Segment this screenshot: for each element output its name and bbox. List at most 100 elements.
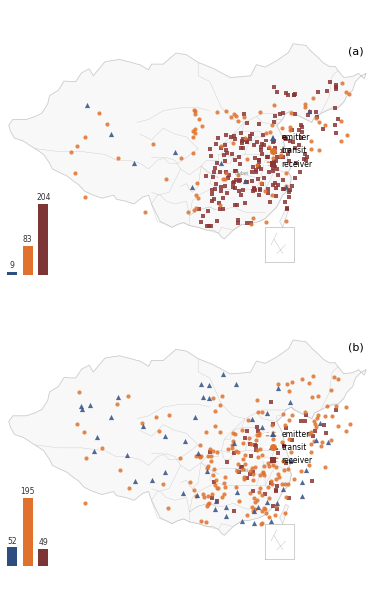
Point [209, 196, 215, 206]
Point [296, 140, 302, 150]
Point [239, 438, 245, 448]
Point [237, 175, 243, 185]
Point [253, 165, 259, 175]
Point [239, 185, 245, 195]
Point [258, 178, 264, 188]
Point [228, 113, 234, 122]
Point [291, 90, 297, 99]
Point [231, 109, 236, 119]
Point [269, 420, 275, 430]
Point [156, 426, 162, 436]
Point [267, 128, 273, 137]
Point [261, 461, 267, 471]
Point [310, 371, 316, 381]
Point [287, 136, 293, 145]
Point [270, 137, 276, 147]
Point [257, 469, 263, 479]
Point [304, 152, 310, 162]
Point [223, 511, 229, 521]
Point [263, 508, 269, 518]
Point [273, 501, 279, 511]
Point [242, 460, 248, 469]
Point [323, 428, 329, 437]
Point [291, 91, 297, 100]
Point [267, 442, 273, 451]
Point [308, 145, 314, 154]
Point [273, 485, 279, 495]
Point [250, 214, 256, 223]
Point [82, 499, 88, 508]
Point [338, 137, 344, 146]
Point [253, 442, 259, 451]
Point [320, 124, 326, 134]
Point [270, 153, 276, 163]
Point [255, 502, 261, 512]
Point [286, 192, 292, 202]
Point [69, 147, 75, 157]
Point [253, 168, 258, 177]
Point [251, 493, 257, 503]
Point [191, 485, 197, 495]
Point [217, 428, 223, 437]
Point [200, 211, 206, 221]
Point [264, 188, 270, 198]
Point [209, 185, 215, 195]
Point [210, 446, 216, 456]
Point [200, 489, 206, 499]
Point [205, 491, 211, 500]
Point [251, 518, 257, 528]
Point [308, 428, 314, 437]
Point [311, 436, 317, 446]
Point [256, 407, 261, 416]
Point [219, 159, 225, 168]
Point [298, 120, 304, 130]
Point [335, 374, 341, 384]
Point [230, 183, 236, 192]
Point [241, 450, 247, 459]
Point [254, 430, 260, 439]
Point [305, 110, 311, 119]
Point [308, 136, 314, 146]
Point [256, 190, 262, 200]
Point [235, 170, 241, 180]
Point [257, 185, 263, 195]
Point [242, 176, 248, 186]
Bar [38, 204, 48, 275]
Point [242, 433, 248, 443]
Point [343, 426, 349, 436]
Point [289, 378, 295, 387]
Point [275, 170, 281, 180]
Polygon shape [280, 208, 288, 227]
Point [240, 464, 246, 474]
Point [247, 135, 253, 145]
Point [185, 208, 191, 217]
Point [287, 185, 293, 195]
Point [193, 203, 199, 213]
Point [207, 381, 213, 390]
Point [217, 401, 223, 410]
Point [233, 379, 239, 388]
Point [197, 440, 203, 450]
Point [288, 456, 294, 465]
Point [249, 129, 255, 139]
Point [212, 184, 218, 194]
Point [286, 145, 292, 154]
Point [273, 183, 279, 193]
Point [291, 474, 297, 484]
Point [219, 391, 225, 401]
Point [270, 166, 276, 176]
Point [307, 108, 313, 117]
Point [248, 218, 254, 228]
Point [290, 137, 296, 146]
Point [267, 197, 273, 207]
Point [298, 134, 304, 143]
Point [214, 217, 220, 226]
Point [244, 426, 250, 436]
Point [259, 407, 265, 417]
Point [261, 140, 267, 150]
Point [236, 468, 242, 477]
Point [343, 87, 349, 97]
Point [259, 139, 265, 149]
Point [277, 151, 283, 161]
Point [322, 462, 328, 472]
